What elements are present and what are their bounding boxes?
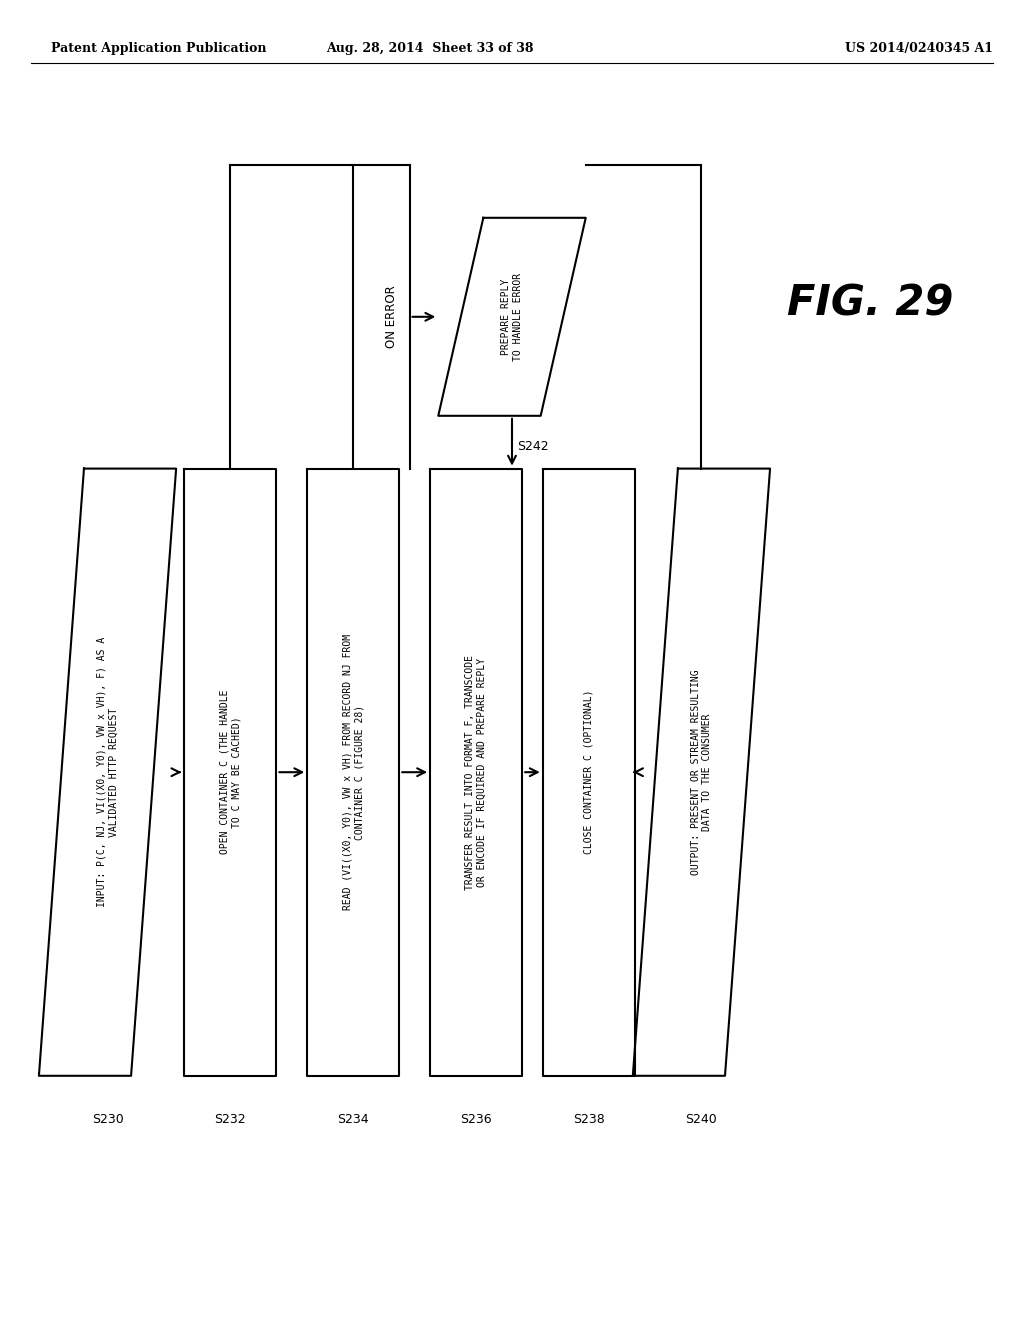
Text: S238: S238 bbox=[572, 1113, 605, 1126]
Text: S234: S234 bbox=[338, 1113, 369, 1126]
Text: US 2014/0240345 A1: US 2014/0240345 A1 bbox=[845, 42, 993, 55]
Text: INPUT: P(C, NJ, VI((X0, Y0), VW x VH), F) AS A
VALIDATED HTTP REQUEST: INPUT: P(C, NJ, VI((X0, Y0), VW x VH), F… bbox=[96, 638, 119, 907]
Text: FIG. 29: FIG. 29 bbox=[787, 282, 953, 325]
Text: Patent Application Publication: Patent Application Publication bbox=[51, 42, 266, 55]
Text: READ (VI((X0, Y0), VW x VH) FROM RECORD NJ FROM
CONTAINER C (FIGURE 28): READ (VI((X0, Y0), VW x VH) FROM RECORD … bbox=[342, 634, 365, 911]
Text: CLOSE CONTAINER C (OPTIONAL): CLOSE CONTAINER C (OPTIONAL) bbox=[584, 690, 594, 854]
Text: TRANSFER RESULT INTO FORMAT F, TRANSCODE
OR ENCODE IF REQUIRED AND PREPARE REPLY: TRANSFER RESULT INTO FORMAT F, TRANSCODE… bbox=[465, 655, 487, 890]
Text: Aug. 28, 2014  Sheet 33 of 38: Aug. 28, 2014 Sheet 33 of 38 bbox=[327, 42, 534, 55]
Text: ON ERROR: ON ERROR bbox=[385, 285, 397, 348]
Text: S232: S232 bbox=[215, 1113, 246, 1126]
Text: PREPARE REPLY
TO HANDLE ERROR: PREPARE REPLY TO HANDLE ERROR bbox=[501, 273, 523, 360]
Text: S240: S240 bbox=[685, 1113, 718, 1126]
Text: S242: S242 bbox=[517, 440, 549, 453]
Text: S230: S230 bbox=[91, 1113, 124, 1126]
Text: OUTPUT: PRESENT OR STREAM RESULTING
DATA TO THE CONSUMER: OUTPUT: PRESENT OR STREAM RESULTING DATA… bbox=[690, 669, 713, 875]
Text: OPEN CONTAINER C (THE HANDLE
TO C MAY BE CACHED): OPEN CONTAINER C (THE HANDLE TO C MAY BE… bbox=[219, 690, 242, 854]
Text: S236: S236 bbox=[461, 1113, 492, 1126]
